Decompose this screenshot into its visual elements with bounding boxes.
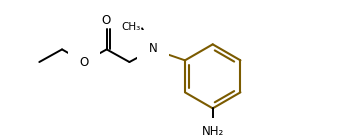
- Text: O: O: [101, 14, 111, 28]
- Text: CH₃: CH₃: [121, 23, 140, 33]
- Text: O: O: [79, 55, 89, 69]
- Text: N: N: [149, 42, 158, 55]
- Text: NH₂: NH₂: [201, 125, 224, 138]
